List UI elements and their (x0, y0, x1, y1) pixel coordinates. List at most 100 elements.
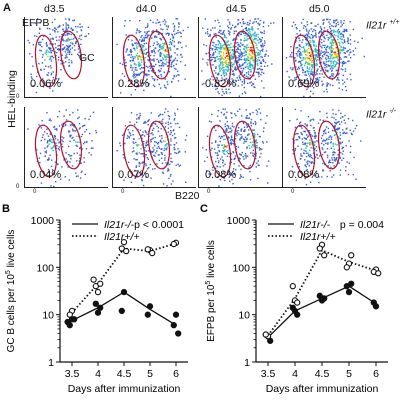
data-point-filled (370, 299, 377, 306)
data-point-filled (316, 292, 323, 299)
panel-b-letter: B (2, 203, 10, 215)
x-axis-label: Days after immunization (266, 383, 379, 395)
x-tick-label: 4 (95, 368, 101, 380)
gate-efpb (34, 124, 58, 178)
facs-zero-x-2: 0 (121, 189, 125, 195)
facs-plot-wt-d3.5 (24, 17, 108, 98)
gate-gc (233, 120, 257, 170)
facs-plot-ko-d4.0 (112, 107, 196, 188)
gate-efpb (292, 124, 316, 178)
x-tick-label: 6 (173, 368, 179, 380)
data-point-filled (294, 311, 301, 318)
y-tick-label: 1 (48, 357, 54, 369)
x-tick-label: 5 (346, 368, 352, 380)
y-tick-label: 100 (36, 262, 54, 274)
gate-efpb (208, 124, 232, 178)
legend-label-0: Il21r-/- (300, 219, 331, 231)
pct-ko-d5.0: 0.08% (288, 169, 320, 181)
data-point-open (289, 283, 296, 290)
data-point-filled (170, 322, 177, 329)
y-axis-label: EFPB per 105 live cells (205, 240, 217, 342)
pct-wt-d5.0: 0.69% (288, 78, 320, 90)
legend-label-1: Il21r+/+ (300, 231, 336, 243)
y-axis-label: GC B cells per 105 live cells (5, 230, 17, 353)
data-point-open (343, 264, 350, 271)
x-tick-label: 4.5 (117, 368, 132, 380)
data-point-filled (64, 318, 71, 326)
data-point-filled (289, 304, 296, 311)
facs-plot-wt-d4.5 (198, 17, 282, 98)
data-point-open (90, 276, 97, 283)
facs-density-dots (201, 18, 275, 98)
x-tick-label: 4.5 (315, 368, 330, 380)
data-point-open (316, 245, 323, 252)
facs-plot-wt-d5.0 (282, 17, 366, 98)
pct-ko-d4.0: 0.07% (118, 169, 150, 181)
genotype-label-ko: Il21r -/- (366, 108, 396, 121)
data-point-filled (175, 330, 182, 337)
y-tick-label: 100 (232, 262, 250, 274)
x-axis-label: Days after immunization (68, 383, 181, 395)
gate-gc (147, 30, 171, 80)
data-point-filled (120, 288, 128, 296)
y-tick-label: 10 (42, 310, 54, 322)
gate-gc (147, 120, 171, 170)
chart-c: 1 10 100 1000 3.5 4 4.5 5 6 Days after immunizati… (205, 215, 388, 395)
data-point-open (262, 331, 269, 338)
panel-a-x-axis-label: B220 (175, 190, 200, 202)
panel-c-letter: C (200, 203, 208, 215)
data-point-filled (172, 311, 180, 318)
gate-efpb (34, 34, 58, 88)
legend-label-0: Il21r-/- (104, 219, 135, 231)
facs-zero-x-1: 0 (33, 189, 37, 195)
gate-efpb (122, 124, 146, 178)
y-tick-label: 1000 (31, 215, 55, 227)
y-tick-label: 1000 (227, 215, 251, 227)
gate-gc (59, 120, 83, 170)
data-point-filled (144, 311, 151, 318)
facs-density-dots (116, 108, 188, 187)
gate-gc (317, 30, 341, 80)
facs-zero-x-3: 0 (207, 189, 211, 195)
data-point-filled (118, 307, 125, 315)
data-point-open (294, 299, 301, 306)
data-point-open (118, 245, 125, 252)
data-point-open (123, 247, 130, 255)
facs-zero-y-ko: 0 (16, 184, 20, 190)
gate-label-efpb: EFPB (22, 17, 50, 29)
data-point-filled (348, 280, 355, 287)
day-label-4: d5.0 (309, 3, 330, 15)
facs-zero-y-wt: 0 (16, 94, 20, 100)
charts-b-c: B C 1 10 100 1000 3.5 4 4.5 5 6 Days after immuni… (2, 203, 388, 395)
gate-label-gc: GC (79, 52, 95, 64)
gate-gc (233, 30, 257, 80)
facs-plot-wt-d4.0 (112, 17, 196, 98)
pct-ko-d4.5: 0.08% (205, 169, 237, 181)
gate-efpb (292, 34, 316, 88)
facs-zero-x-4: 0 (291, 189, 295, 195)
facs-plot-ko-d4.5 (198, 107, 282, 188)
p-value-label: p < 0.0001 (134, 219, 184, 231)
data-point-open (120, 239, 128, 246)
data-point-open (66, 311, 73, 318)
x-tick-label: 3.5 (261, 368, 276, 380)
data-point-open (149, 249, 156, 257)
day-label-2: d4.0 (136, 3, 157, 15)
data-point-open (348, 252, 355, 259)
data-point-filled (321, 295, 328, 302)
facs-plot-ko-d3.5 (24, 107, 108, 188)
panel-a-letter: A (3, 2, 11, 14)
data-point-open (144, 246, 151, 253)
data-point-filled (146, 303, 154, 310)
data-point-filled (97, 304, 104, 311)
genotype-label-wt: Il21r +/+ (366, 19, 400, 32)
chart-b: 1 10 100 1000 3.5 4 4.5 5 6 Days after immunizati… (5, 215, 188, 395)
gate-efpb (208, 34, 232, 88)
y-tick-label: 10 (238, 310, 250, 322)
series-line-0 (71, 291, 177, 326)
data-point-filled (92, 300, 99, 307)
pct-ko-d3.5: 0.04% (30, 169, 62, 181)
data-point-filled (94, 309, 102, 316)
facs-density-dots (27, 109, 98, 188)
gate-gc (317, 120, 341, 170)
